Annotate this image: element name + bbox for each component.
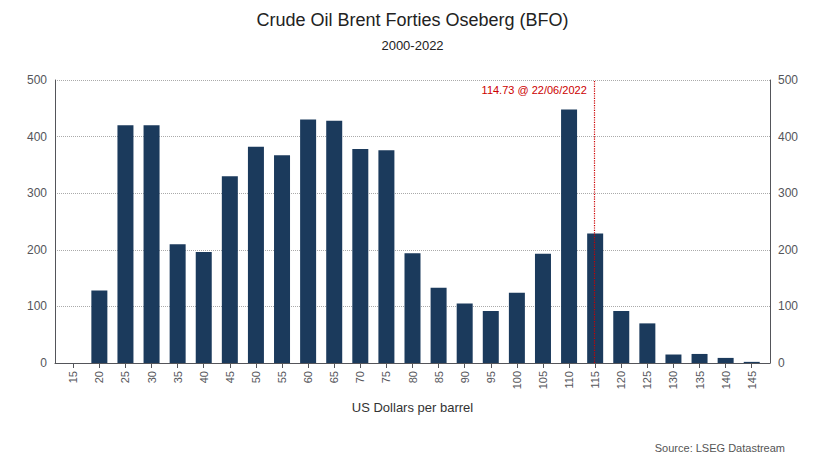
svg-text:Source: LSEG Datastream: Source: LSEG Datastream [655,442,785,454]
svg-text:90: 90 [459,371,471,383]
svg-text:145: 145 [746,371,758,389]
svg-text:15: 15 [67,371,79,383]
svg-text:75: 75 [380,371,392,383]
svg-text:200: 200 [778,243,798,257]
svg-text:50: 50 [250,371,262,383]
svg-text:500: 500 [778,73,798,87]
svg-text:140: 140 [720,371,732,389]
svg-text:35: 35 [172,371,184,383]
svg-text:120: 120 [615,371,627,389]
svg-text:135: 135 [694,371,706,389]
svg-text:100: 100 [778,299,798,313]
svg-text:0: 0 [40,356,47,370]
svg-text:60: 60 [302,371,314,383]
svg-text:30: 30 [146,371,158,383]
svg-text:70: 70 [354,371,366,383]
svg-text:2000-2022: 2000-2022 [381,38,443,53]
svg-text:400: 400 [27,130,47,144]
svg-text:40: 40 [198,371,210,383]
svg-text:20: 20 [93,371,105,383]
svg-text:125: 125 [641,371,653,389]
svg-text:100: 100 [511,371,523,389]
svg-text:105: 105 [537,371,549,389]
svg-text:300: 300 [27,186,47,200]
svg-text:130: 130 [667,371,679,389]
svg-text:114.73 @ 22/06/2022: 114.73 @ 22/06/2022 [482,84,587,96]
svg-text:65: 65 [328,371,340,383]
svg-text:500: 500 [27,73,47,87]
svg-text:110: 110 [563,371,575,389]
svg-text:Crude Oil Brent Forties Oseber: Crude Oil Brent Forties Oseberg (BFO) [256,10,568,30]
svg-text:25: 25 [119,371,131,383]
svg-text:0: 0 [778,356,785,370]
svg-text:100: 100 [27,299,47,313]
svg-text:80: 80 [407,371,419,383]
svg-text:200: 200 [27,243,47,257]
svg-text:55: 55 [276,371,288,383]
svg-text:115: 115 [589,371,601,389]
svg-text:85: 85 [433,371,445,383]
svg-text:400: 400 [778,130,798,144]
svg-text:95: 95 [485,371,497,383]
svg-text:45: 45 [224,371,236,383]
svg-text:US Dollars per barrel: US Dollars per barrel [352,400,473,415]
svg-text:300: 300 [778,186,798,200]
